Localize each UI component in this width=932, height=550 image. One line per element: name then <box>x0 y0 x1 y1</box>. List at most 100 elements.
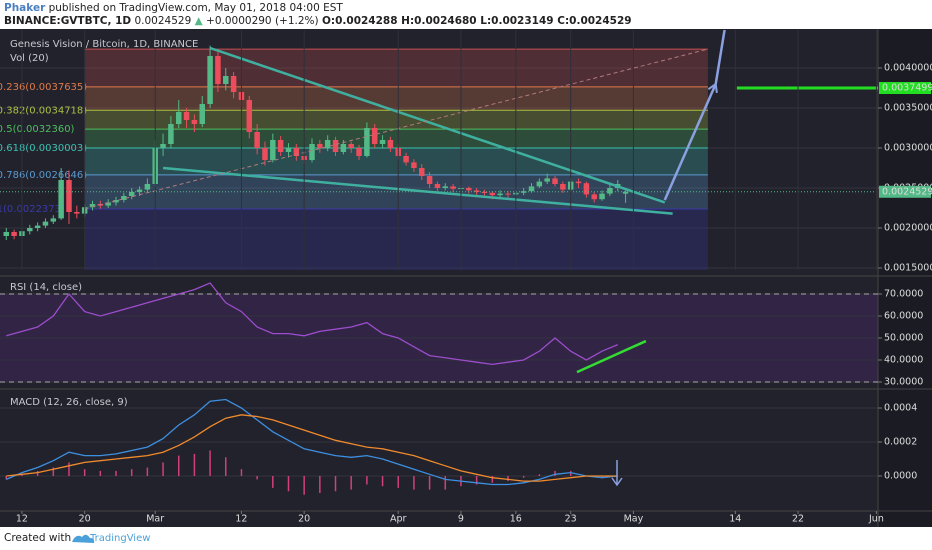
y-tick-label: 0.0020000 <box>884 223 932 234</box>
x-tick-label: Mar <box>146 514 164 525</box>
y-tick-label: 70.0000 <box>884 288 923 299</box>
x-tick-label: 22 <box>792 514 804 525</box>
y-tick-label: 50.0000 <box>884 332 923 343</box>
trend-line <box>209 46 666 204</box>
candle-body <box>544 178 550 182</box>
candle-body <box>191 120 198 124</box>
candle-body <box>371 128 378 144</box>
trend-line <box>663 83 717 201</box>
candle-body <box>58 180 64 219</box>
y-tick-label: 0.0002 <box>884 437 917 448</box>
fib-label: 0.236(0.0037635) <box>0 82 87 93</box>
fib-label: 1(0.0022373) <box>0 204 65 215</box>
candle-body <box>552 178 558 184</box>
volume-label: Vol (20) <box>10 53 49 64</box>
candle-body <box>277 140 284 152</box>
candle-body <box>340 144 347 152</box>
candle-body <box>332 140 339 152</box>
y-tick-label: 60.0000 <box>884 310 923 321</box>
candle-body <box>66 180 72 212</box>
x-tick-label: 20 <box>79 514 91 525</box>
candle-body <box>183 112 190 120</box>
pane <box>0 398 878 495</box>
pane: 0.236(0.0037635) 0.382(0.0034718) 0.5(0.00… <box>0 30 878 270</box>
fib-label: 0.382(0.0034718) <box>0 105 87 116</box>
candle-body <box>11 232 17 236</box>
candle-body <box>348 144 354 148</box>
candle-body <box>591 194 597 200</box>
price: 0.0024529 <box>134 15 191 27</box>
price-box-label: 0.0037499 <box>882 83 932 94</box>
fib-band <box>84 110 708 130</box>
y-tick-label: 0.0035000 <box>884 103 932 114</box>
fib-band <box>84 86 708 111</box>
candle-body <box>175 112 182 124</box>
candle-body <box>270 140 276 160</box>
y-tick-label: 0.0004 <box>884 403 917 414</box>
macd-title: MACD (12, 26, close, 9) <box>10 397 128 408</box>
annotation-arrow <box>611 460 623 487</box>
trend-line <box>162 166 673 215</box>
x-tick-label: Apr <box>390 514 407 525</box>
candle-body <box>426 176 433 184</box>
candle-body <box>419 168 425 176</box>
candle-body <box>42 221 49 226</box>
fib-band <box>84 49 708 87</box>
candle-body <box>442 186 449 188</box>
fib-band <box>84 209 708 270</box>
symbol: BINANCE:GVTBTC, 1D <box>4 15 131 27</box>
header-bg <box>0 0 932 29</box>
candle-body <box>89 204 96 208</box>
pane <box>0 282 878 383</box>
footer-bg <box>0 527 932 550</box>
candle-body <box>466 188 472 191</box>
candle-body <box>254 132 260 148</box>
price-box <box>879 185 931 198</box>
candle-body <box>317 144 323 148</box>
plot: 0.236(0.0037635) 0.382(0.0034718) 0.5(0.00… <box>0 30 932 525</box>
candle-body <box>364 128 370 156</box>
candle-body <box>3 232 10 236</box>
fib-label: 0.786(0.0026646) <box>0 170 87 181</box>
candle-body <box>528 186 535 192</box>
x-tick-label: 9 <box>458 514 464 525</box>
candle-body <box>34 225 41 228</box>
y-tick-label: 0.0040000 <box>884 63 932 74</box>
y-tick-label: 0.0000 <box>884 471 917 482</box>
candle-body <box>27 228 33 232</box>
y-tick-label: 0.0015000 <box>884 263 932 274</box>
footer-brand: TradingView <box>89 533 150 544</box>
candle-body <box>199 104 205 124</box>
trend-line <box>714 30 726 85</box>
candle-body <box>387 140 394 148</box>
candle-body <box>293 148 300 156</box>
candle-body <box>50 218 57 222</box>
candle-body <box>160 144 166 148</box>
brand-logo <box>72 534 95 543</box>
candle-body <box>505 193 511 195</box>
trend-line <box>576 339 647 374</box>
price-title: Genesis Vision / Bitcoin, 1D, BINANCE <box>10 39 198 50</box>
author: Phaker <box>4 2 46 14</box>
candle-body <box>583 183 590 195</box>
fib-label: 0.618(0.0030003) <box>0 143 87 154</box>
fib-band <box>84 129 708 148</box>
candle-body <box>575 181 582 184</box>
y-tick-label: 40.0000 <box>884 354 923 365</box>
macd-line <box>6 398 618 486</box>
candle-body <box>262 148 268 160</box>
candle-body <box>168 124 174 144</box>
candle-body <box>481 192 488 193</box>
candle-body <box>497 193 503 196</box>
candle-body <box>403 156 409 163</box>
ohlc: O:0.0024288 H:0.0024680 L:0.0023149 C:0.… <box>322 15 632 27</box>
x-tick-label: 12 <box>235 514 247 525</box>
candle-body <box>434 184 441 188</box>
rsi-title: RSI (14, close) <box>10 282 82 293</box>
candle-body <box>74 212 80 214</box>
candle-body <box>356 148 362 156</box>
candle-body <box>223 76 229 84</box>
candle-body <box>113 200 119 203</box>
candle-body <box>207 56 213 104</box>
